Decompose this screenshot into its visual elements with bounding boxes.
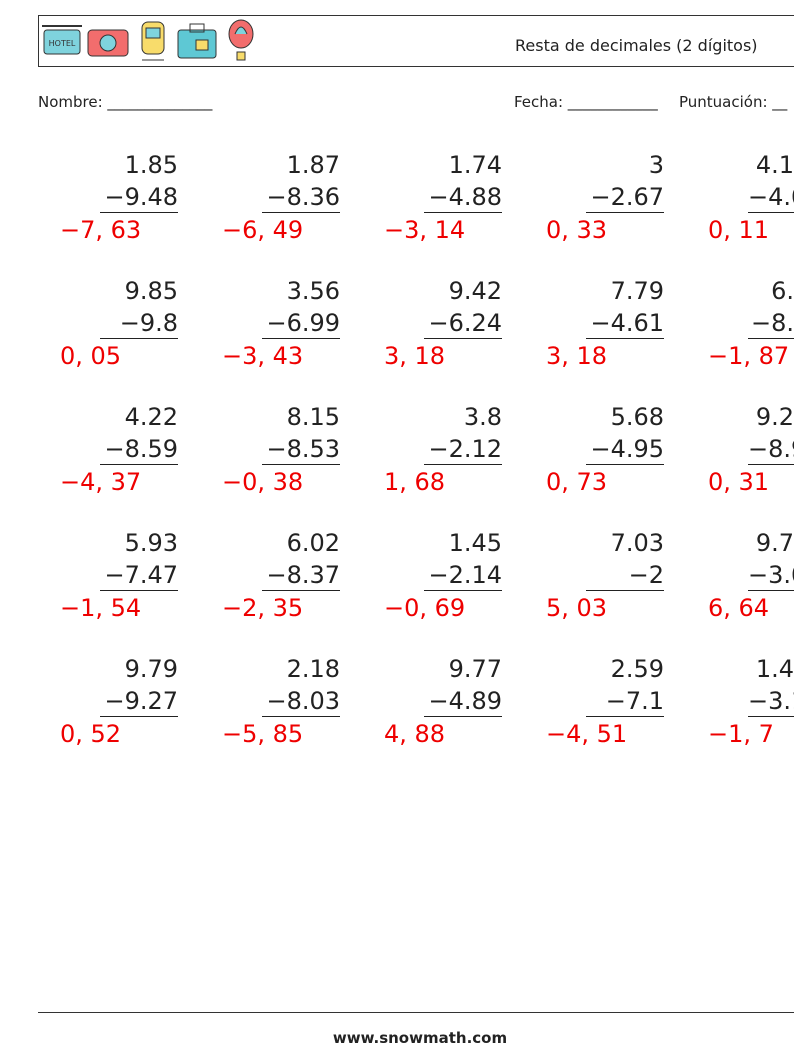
subtrahend: −9.8: [100, 308, 178, 339]
subtrahend: −8.9: [748, 434, 794, 465]
answer: −7, 63: [60, 216, 142, 244]
subtrahend: −3.0: [748, 560, 794, 591]
minuend: 3.56: [286, 277, 340, 305]
answer: 5, 03: [546, 594, 608, 622]
subtrahend: −4.88: [424, 182, 502, 213]
subtrahend: −9.27: [100, 686, 178, 717]
answer: −4, 37: [60, 468, 142, 496]
date-field: Fecha: ____________: [514, 93, 658, 111]
subtrahend: −2.12: [424, 434, 502, 465]
subtrahend: −4.0: [748, 182, 794, 213]
subtrahend: −9.48: [100, 182, 178, 213]
answer: −2, 35: [222, 594, 304, 622]
minuend: 1.45: [448, 529, 502, 557]
subtrahend: −8.37: [262, 560, 340, 591]
minuend: 4.22: [124, 403, 178, 431]
subtrahend: −3.1: [748, 686, 794, 717]
subtrahend: −2: [586, 560, 664, 591]
answer: 0, 33: [546, 216, 608, 244]
answer: 3, 18: [546, 342, 608, 370]
answer: −5, 85: [222, 720, 304, 748]
svg-text:HOTEL: HOTEL: [49, 39, 76, 48]
minuend: 9.77: [448, 655, 502, 683]
answer: −4, 51: [546, 720, 628, 748]
subtrahend: −8.53: [262, 434, 340, 465]
name-field: Nombre: ______________: [38, 93, 213, 111]
minuend: 1.85: [124, 151, 178, 179]
minuend: 1.87: [286, 151, 340, 179]
subtrahend: −7.47: [100, 560, 178, 591]
minuend: 6.02: [286, 529, 340, 557]
minuend: 9.2: [755, 403, 794, 431]
subtrahend: −4.61: [586, 308, 664, 339]
answer: −1, 54: [60, 594, 142, 622]
subtrahend: −8.: [748, 308, 794, 339]
minuend: 2.18: [286, 655, 340, 683]
minuend: 9.79: [124, 655, 178, 683]
subtrahend: −6.24: [424, 308, 502, 339]
subtrahend: −6.99: [262, 308, 340, 339]
minuend: 7.79: [610, 277, 664, 305]
answer: 0, 05: [60, 342, 122, 370]
answer: −1, 87: [708, 342, 790, 370]
answer: −3, 43: [222, 342, 304, 370]
subtrahend: −2.67: [586, 182, 664, 213]
minuend: 2.59: [610, 655, 664, 683]
answer: 0, 31: [708, 468, 770, 496]
answer: −3, 14: [384, 216, 466, 244]
answer: 1, 68: [384, 468, 446, 496]
subtrahend: −4.95: [586, 434, 664, 465]
footer-line: [38, 1012, 794, 1013]
minuend: 8.15: [286, 403, 340, 431]
minuend: 9.42: [448, 277, 502, 305]
minuend: 4.1: [755, 151, 794, 179]
minuend: 6.: [771, 277, 794, 305]
minuend: 1.4: [755, 655, 794, 683]
minuend: 3: [648, 151, 664, 179]
title: Resta de decimales (2 dígitos): [515, 36, 758, 55]
subtrahend: −4.89: [424, 686, 502, 717]
minuend: 5.93: [124, 529, 178, 557]
header-box: [38, 15, 794, 67]
icons: HOTEL: [42, 19, 254, 61]
subtrahend: −8.59: [100, 434, 178, 465]
answer: −0, 69: [384, 594, 466, 622]
minuend: 5.68: [610, 403, 664, 431]
minuend: 9.85: [124, 277, 178, 305]
footer-site: www.snowmath.com: [332, 1029, 508, 1047]
answer: −6, 49: [222, 216, 304, 244]
minuend: 3.8: [463, 403, 502, 431]
answer: 0, 11: [708, 216, 770, 244]
answer: 3, 18: [384, 342, 446, 370]
minuend: 1.74: [448, 151, 502, 179]
answer: 0, 52: [60, 720, 122, 748]
answer: 6, 64: [708, 594, 770, 622]
answer: 4, 88: [384, 720, 446, 748]
answer: −1, 7: [708, 720, 774, 748]
subtrahend: −7.1: [586, 686, 664, 717]
subtrahend: −2.14: [424, 560, 502, 591]
answer: −0, 38: [222, 468, 304, 496]
minuend: 9.7: [755, 529, 794, 557]
minuend: 7.03: [610, 529, 664, 557]
score-field: Puntuación: __: [679, 93, 788, 111]
subtrahend: −8.36: [262, 182, 340, 213]
subtrahend: −8.03: [262, 686, 340, 717]
answer: 0, 73: [546, 468, 608, 496]
